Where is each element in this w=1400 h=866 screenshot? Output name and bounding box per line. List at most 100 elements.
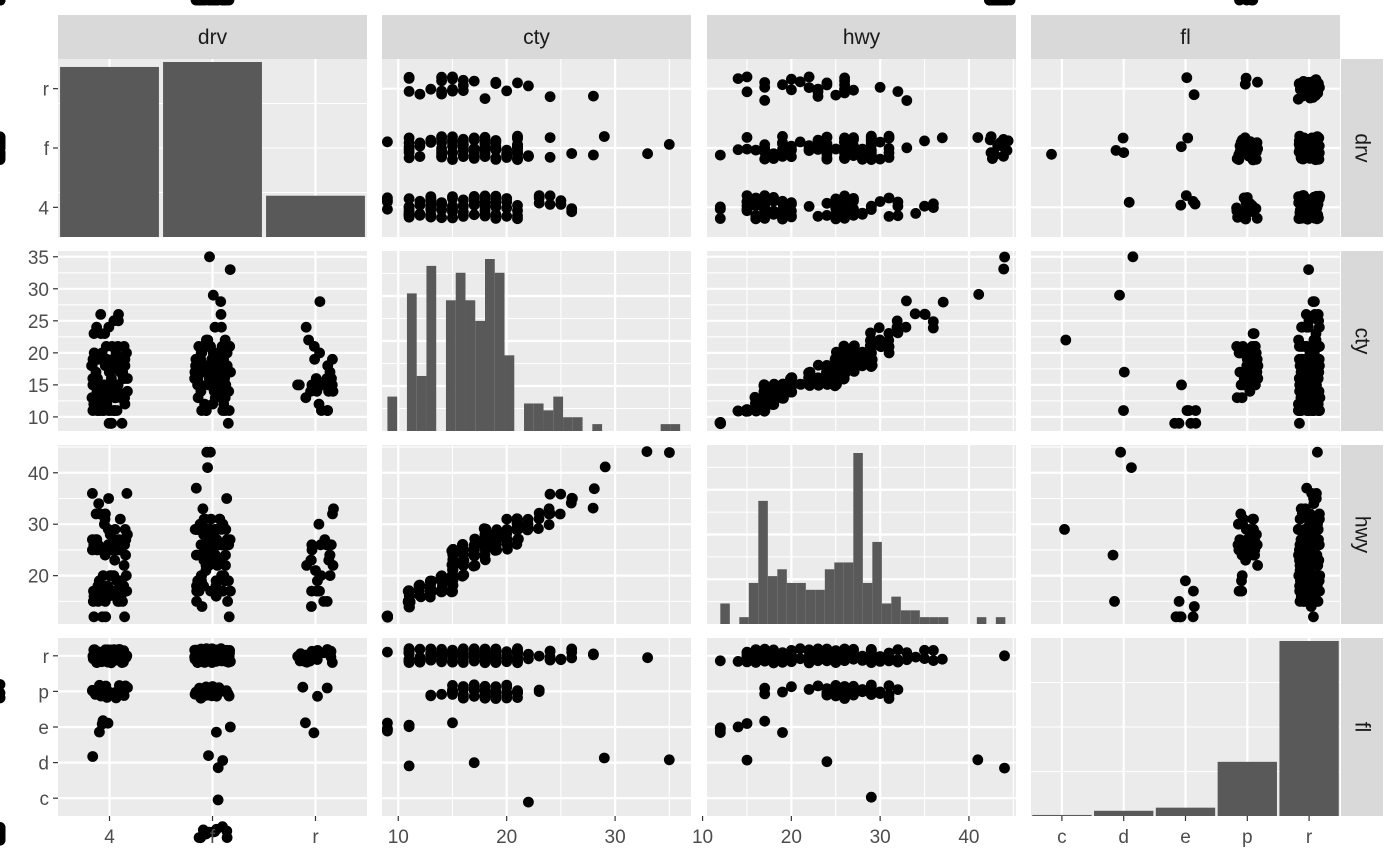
point [425, 137, 437, 148]
point [108, 689, 120, 701]
point [425, 689, 437, 701]
point [195, 570, 207, 581]
point [830, 143, 842, 155]
point [972, 132, 984, 143]
point [1236, 392, 1248, 404]
point [750, 210, 762, 222]
point [501, 144, 513, 156]
point [325, 539, 337, 551]
point [221, 825, 233, 837]
point [848, 84, 859, 96]
point [794, 653, 806, 665]
point [478, 523, 490, 534]
histogram-bin [592, 424, 603, 431]
strip-right-cty: cty [1341, 251, 1383, 431]
panel-fl-vs-hwy [707, 638, 1016, 816]
point [200, 0, 211, 6]
strip-background [1341, 251, 1383, 431]
point [523, 80, 534, 92]
point [220, 379, 232, 391]
point [555, 654, 567, 666]
histogram-bin [494, 272, 505, 431]
point [1238, 212, 1250, 224]
histogram-bin [387, 396, 398, 431]
point [404, 596, 416, 608]
point [1310, 154, 1321, 166]
point [1244, 385, 1256, 397]
point [425, 201, 437, 213]
point [512, 130, 523, 142]
point [1114, 289, 1125, 301]
point [999, 650, 1010, 662]
point [479, 647, 491, 658]
point [533, 507, 545, 519]
point [198, 690, 209, 702]
strip-label: fl [1180, 26, 1191, 49]
point [1235, 508, 1247, 520]
point [641, 446, 653, 457]
point [469, 560, 481, 571]
point [1175, 199, 1187, 211]
point [992, 140, 1004, 152]
point [87, 353, 99, 365]
point [566, 492, 578, 504]
histogram-bin [465, 300, 476, 431]
point [447, 147, 458, 159]
strip-background [58, 15, 367, 59]
point [436, 143, 447, 154]
point [114, 513, 126, 525]
point [663, 754, 675, 766]
point [512, 534, 524, 545]
point [873, 322, 885, 334]
point [830, 646, 842, 658]
point [512, 523, 523, 535]
point [919, 308, 931, 320]
point [458, 569, 469, 581]
point [928, 645, 939, 656]
histogram-bin [572, 417, 583, 431]
point [447, 685, 458, 696]
point [821, 77, 833, 89]
point [468, 209, 480, 221]
point [209, 347, 221, 359]
y-tick-label: r [43, 80, 50, 101]
point [468, 153, 480, 164]
point [1190, 417, 1202, 429]
point [447, 85, 458, 97]
histogram-bin [843, 562, 854, 624]
point [1295, 503, 1307, 515]
point [812, 210, 824, 222]
scatter-fl-vs-hwy [0, 643, 1010, 846]
point [501, 524, 513, 535]
point [522, 523, 534, 535]
x-tick-label: r [312, 827, 319, 848]
y-tick-label: 25 [28, 312, 49, 333]
point [203, 750, 214, 761]
point [1115, 446, 1126, 458]
point [759, 644, 771, 655]
point [0, 0, 6, 6]
strip-top-hwy: hwy [707, 15, 1016, 59]
point [759, 655, 771, 666]
point [544, 199, 556, 210]
point [315, 539, 326, 551]
point [97, 715, 109, 727]
point [327, 560, 339, 571]
point [88, 611, 100, 623]
point [839, 191, 850, 203]
point [786, 73, 797, 85]
point [100, 680, 112, 692]
point [598, 752, 610, 764]
point [205, 513, 217, 525]
point [414, 195, 426, 207]
strip-background [382, 15, 691, 59]
point [883, 132, 895, 144]
point [812, 86, 824, 98]
point [821, 197, 833, 209]
point [786, 210, 797, 222]
point [501, 193, 513, 204]
strip-background [1341, 638, 1383, 816]
point [909, 308, 921, 320]
point [566, 643, 578, 655]
